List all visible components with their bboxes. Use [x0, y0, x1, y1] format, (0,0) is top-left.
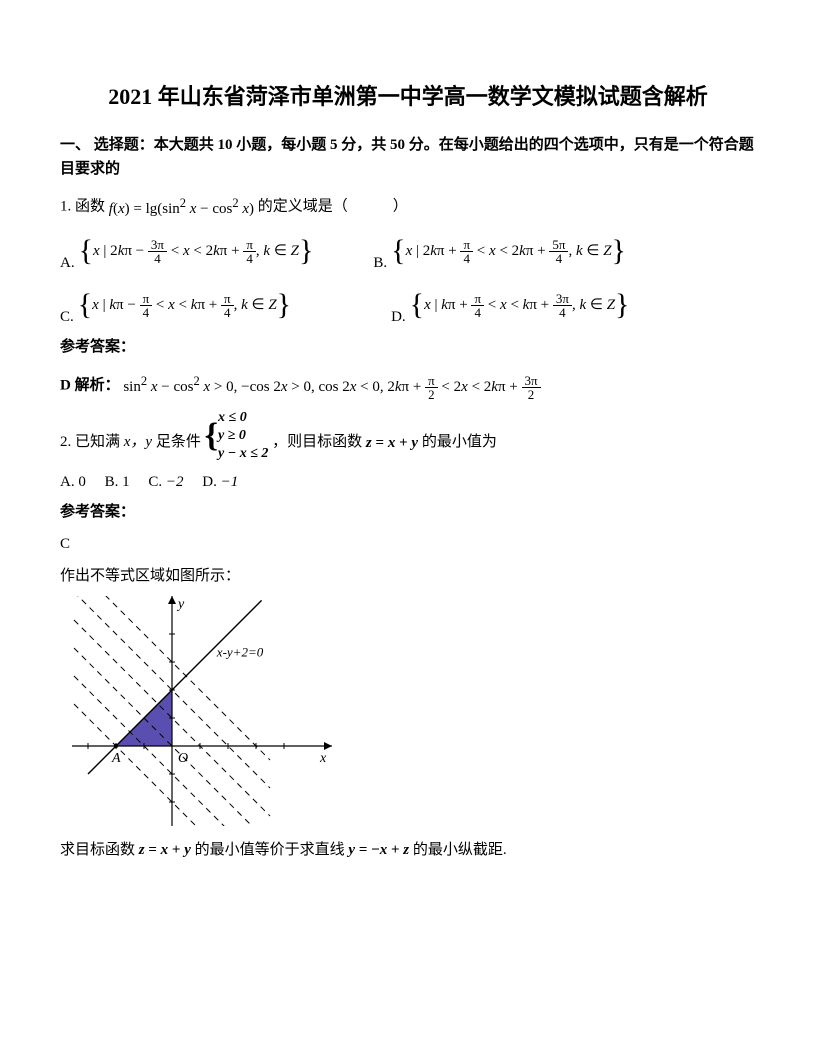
q2-prefix: 2. 已知满 [60, 434, 124, 450]
opt-c-label: C. [60, 305, 74, 329]
q2-suffix: 的最小值为 [422, 434, 497, 450]
q1-answer-prefix: D 解析： [60, 377, 120, 393]
opt-d-expr: { x | kπ + π4 < x < kπ + 3π4, k ∈ Z } [410, 281, 630, 329]
opt-a-expr: { x | 2kπ − 3π4 < x < 2kπ + π4, k ∈ Z } [79, 227, 314, 275]
opt-b-label: B. [373, 251, 387, 275]
q2-opt-b: B. 1 [105, 474, 130, 490]
q1-answer-expr: sin2 x − cos2 x > 0, −cos 2x > 0, cos 2x… [123, 371, 540, 401]
svg-text:x-y+2=0: x-y+2=0 [216, 644, 264, 659]
q2-vars: x，y [124, 434, 152, 450]
q2-sol2-end: 的最小纵截距. [413, 842, 507, 858]
svg-text:y: y [176, 597, 185, 612]
q1-suffix: 的定义域是（ ） [258, 198, 408, 214]
opt-b-expr: { x | 2kπ + π4 < x < 2kπ + 5π4, k ∈ Z } [391, 227, 626, 275]
q1-option-a: A. { x | 2kπ − 3π4 < x < 2kπ + π4, k ∈ Z… [60, 227, 313, 275]
q2-opt-c-label: C. [148, 474, 166, 490]
q2-cond3: y − x ≤ 2 [218, 445, 268, 463]
q1-option-b: B. { x | 2kπ + π4 < x < 2kπ + 5π4, k ∈ Z… [373, 227, 626, 275]
section-1-heading: 一、 选择题：本大题共 10 小题，每小题 5 分，共 50 分。在每小题给出的… [60, 133, 756, 181]
q2-options: A. 0 B. 1 C. −2 D. −1 [60, 470, 756, 494]
q2-mid2: ，则目标函数 [272, 434, 362, 450]
q2-conditions: { x ≤ 0 y ≥ 0 y − x ≤ 2 [205, 409, 269, 464]
opt-d-label: D. [391, 305, 406, 329]
opt-c-expr: { x | kπ − π4 < x < kπ + π4, k ∈ Z } [78, 281, 291, 329]
q2-cond2: y ≥ 0 [218, 427, 268, 445]
page-title: 2021 年山东省菏泽市单洲第一中学高一数学文模拟试题含解析 [60, 80, 756, 113]
q2-sol2-mid: 的最小值等价于求直线 [195, 842, 345, 858]
q1-prefix: 1. 函数 [60, 198, 105, 214]
q2-cond1: x ≤ 0 [218, 409, 268, 427]
q1-options-row-2: C. { x | kπ − π4 < x < kπ + π4, k ∈ Z } … [60, 281, 756, 329]
question-1: 1. 函数 f(x) = lg(sin2 x − cos2 x) 的定义域是（ … [60, 193, 756, 221]
q2-answer-label: 参考答案： [60, 500, 756, 524]
q1-option-d: D. { x | kπ + π4 < x < kπ + 3π4, k ∈ Z } [391, 281, 629, 329]
q1-answer: D 解析： sin2 x − cos2 x > 0, −cos 2x > 0, … [60, 371, 756, 401]
q2-opt-a: A. 0 [60, 474, 86, 490]
svg-text:A: A [111, 751, 121, 766]
q2-sol2-obj: z = x + y [139, 838, 191, 862]
q2-answer: C [60, 532, 756, 556]
q2-objective: z = x + y [366, 431, 418, 455]
q2-solution-2: 求目标函数 z = x + y 的最小值等价于求直线 y = −x + z 的最… [60, 838, 756, 863]
svg-text:O: O [178, 751, 188, 766]
svg-text:x: x [319, 751, 327, 766]
q2-opt-d-val: −1 [221, 474, 239, 490]
q1-answer-label: 参考答案： [60, 335, 756, 359]
q2-opt-c-val: −2 [166, 474, 184, 490]
opt-a-label: A. [60, 251, 75, 275]
q1-function: f(x) = lg(sin2 x − cos2 x) [109, 193, 254, 221]
q1-options-row-1: A. { x | 2kπ − 3π4 < x < 2kπ + π4, k ∈ Z… [60, 227, 756, 275]
q2-solution-1: 作出不等式区域如图所示： [60, 564, 756, 588]
q1-option-c: C. { x | kπ − π4 < x < kπ + π4, k ∈ Z } [60, 281, 291, 329]
feasible-region-graph: y x A Ox-y+2=0 [72, 596, 332, 826]
q2-sol2-line: y = −x + z [348, 838, 409, 862]
q2-opt-d-label: D. [202, 474, 220, 490]
q2-sol2-pre: 求目标函数 [60, 842, 135, 858]
q2-mid: 足条件 [152, 434, 205, 450]
question-2: 2. 已知满 x，y 足条件 { x ≤ 0 y ≥ 0 y − x ≤ 2 ，… [60, 409, 756, 464]
